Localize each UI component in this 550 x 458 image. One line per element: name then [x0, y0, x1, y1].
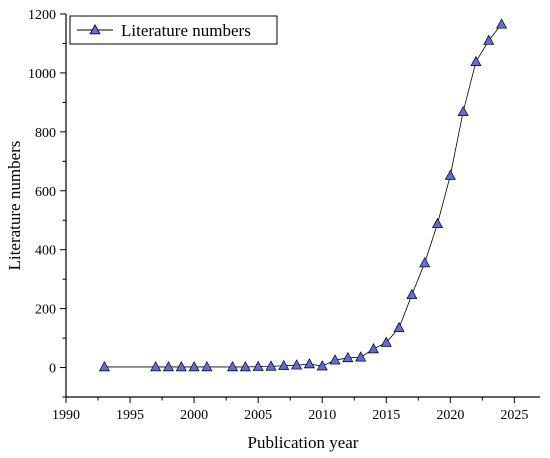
- x-tick-label: 2005: [244, 408, 272, 423]
- data-point-triangle: [457, 105, 469, 117]
- legend-box: [69, 15, 278, 45]
- x-ticks: 1990 1995 2000 2005 2010 2015 2020 2025: [52, 397, 528, 423]
- data-point-triangle: [278, 359, 290, 371]
- x-tick-label: 1990: [52, 408, 80, 423]
- legend-label: Literature numbers: [121, 21, 251, 40]
- data-point-triangle: [329, 354, 341, 365]
- y-tick-label: 800: [35, 126, 56, 141]
- y-tick-label: 600: [35, 185, 56, 200]
- data-point-triangle: [239, 361, 251, 372]
- data-point-triangle: [342, 351, 354, 363]
- y-ticks: 0 200 400 600 800 1000 1200: [28, 8, 66, 398]
- legend: Literature numbers: [69, 15, 278, 45]
- data-point-triangle: [367, 343, 379, 354]
- data-point-triangle: [98, 361, 110, 372]
- x-tick-label: 2015: [372, 408, 400, 423]
- data-point-triangle: [291, 359, 303, 370]
- data-point-triangle: [380, 336, 392, 347]
- y-tick-label: 1000: [28, 67, 56, 82]
- x-axis-title: Publication year: [248, 433, 359, 452]
- y-axis-title: Literature numbers: [5, 141, 24, 271]
- y-tick-label: 400: [35, 244, 56, 259]
- data-point-triangle: [265, 360, 277, 371]
- data-point-triangle: [303, 358, 315, 369]
- series-layer: [98, 18, 508, 372]
- data-point-triangle: [227, 361, 239, 372]
- data-point-triangle: [406, 288, 418, 300]
- x-tick-label: 2000: [180, 408, 208, 423]
- data-point-triangle: [431, 217, 444, 229]
- x-tick-label: 1995: [116, 408, 144, 423]
- data-point-triangle: [496, 18, 508, 29]
- legend-marker-triangle: [89, 23, 101, 35]
- x-tick-label: 2010: [308, 408, 336, 423]
- x-tick-label: 2020: [436, 408, 464, 423]
- data-point-triangle: [393, 321, 405, 333]
- data-point-triangle: [444, 169, 456, 180]
- data-point-triangle: [150, 361, 162, 372]
- axes: [65, 14, 540, 398]
- y-tick-label: 0: [49, 362, 56, 377]
- data-point-triangle: [252, 360, 264, 371]
- data-point-triangle: [162, 361, 175, 372]
- data-point-triangle: [419, 257, 431, 268]
- x-tick-label: 2025: [500, 408, 528, 423]
- data-point-triangle: [175, 361, 187, 372]
- data-point-triangle: [201, 361, 213, 372]
- data-point-triangle: [316, 360, 328, 371]
- data-point-triangle: [188, 361, 200, 372]
- data-point-triangle: [355, 351, 367, 362]
- data-point-triangle: [470, 55, 482, 66]
- y-tick-label: 200: [35, 303, 56, 318]
- y-tick-label: 1200: [28, 8, 56, 23]
- series-line: [104, 24, 502, 368]
- data-point-triangle: [483, 34, 495, 45]
